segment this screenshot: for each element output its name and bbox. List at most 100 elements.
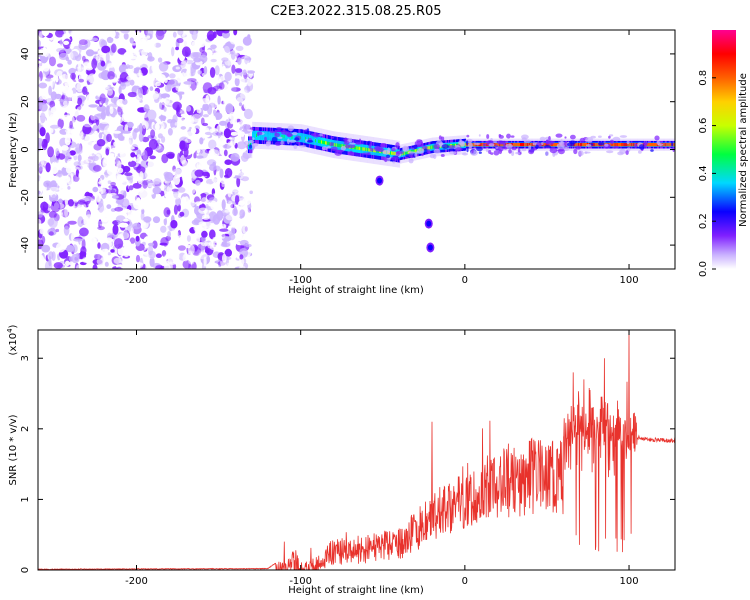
noise-speckle bbox=[200, 188, 208, 193]
noise-speckle bbox=[201, 214, 210, 220]
noise-speckle bbox=[175, 73, 184, 83]
ridge-core bbox=[575, 143, 577, 147]
noise-speckle bbox=[170, 33, 174, 39]
noise-speckle bbox=[160, 225, 167, 233]
noise-speckle bbox=[92, 46, 99, 52]
ridge-core bbox=[267, 134, 269, 138]
noise-speckle bbox=[184, 86, 193, 98]
noise-speckle bbox=[99, 56, 105, 61]
noise-speckle bbox=[63, 100, 68, 107]
ridge-core bbox=[554, 143, 556, 147]
ridge-core bbox=[256, 133, 258, 137]
spot-inner bbox=[426, 220, 432, 227]
noise-speckle bbox=[191, 41, 196, 47]
noise-speckle bbox=[231, 226, 236, 235]
spectrogram-heatmap bbox=[38, 30, 675, 269]
noise-speckle bbox=[142, 149, 148, 161]
noise-speckle bbox=[178, 218, 183, 226]
noise-speckle bbox=[192, 113, 202, 123]
ridge-core bbox=[454, 143, 456, 148]
noise-speckle bbox=[120, 30, 130, 34]
ridge-blob bbox=[502, 140, 506, 146]
noise-speckle bbox=[67, 59, 72, 65]
ridge-core bbox=[518, 143, 520, 147]
noise-speckle bbox=[215, 155, 223, 161]
noise-speckle bbox=[227, 140, 236, 147]
noise-speckle bbox=[40, 112, 46, 124]
ridge-blob bbox=[340, 145, 346, 151]
noise-speckle bbox=[224, 168, 233, 178]
noise-speckle bbox=[84, 135, 92, 143]
noise-speckle bbox=[77, 216, 84, 228]
noise-speckle bbox=[104, 261, 109, 267]
noise-speckle bbox=[50, 77, 54, 89]
noise-speckle bbox=[121, 259, 130, 266]
noise-speckle bbox=[197, 69, 203, 75]
noise-speckle bbox=[162, 115, 166, 122]
ridge-blob bbox=[327, 145, 331, 149]
noise-speckle bbox=[48, 255, 52, 267]
noise-speckle bbox=[114, 114, 121, 122]
noise-speckle bbox=[105, 223, 115, 233]
noise-speckle bbox=[100, 85, 110, 90]
noise-speckle bbox=[69, 120, 73, 129]
ridge-core bbox=[260, 133, 263, 138]
ridge-blob bbox=[545, 151, 549, 156]
ridge-core bbox=[662, 143, 665, 147]
ridge-blob bbox=[609, 139, 615, 144]
noise-speckle bbox=[98, 180, 108, 185]
noise-speckle bbox=[83, 177, 91, 184]
noise-speckle bbox=[69, 43, 75, 50]
ridge-core bbox=[574, 143, 576, 147]
snr-multiplier-exp: 4 bbox=[6, 328, 14, 333]
noise-speckle bbox=[190, 52, 199, 60]
noise-speckle bbox=[153, 178, 162, 188]
ridge-core bbox=[314, 138, 316, 143]
ridge-core bbox=[628, 143, 630, 147]
noise-speckle bbox=[125, 68, 129, 72]
ridge-blob bbox=[334, 150, 343, 156]
noise-speckle bbox=[117, 48, 127, 55]
ridge-blob bbox=[517, 147, 521, 153]
ridge-blob bbox=[488, 150, 492, 154]
noise-speckle bbox=[110, 249, 115, 253]
ridge-core bbox=[517, 143, 519, 147]
ridge-core bbox=[264, 134, 267, 138]
noise-speckle bbox=[215, 47, 226, 56]
ridge-core bbox=[578, 143, 580, 147]
ridge-core bbox=[526, 143, 529, 147]
noise-speckle bbox=[99, 93, 106, 104]
noise-speckle bbox=[55, 30, 64, 38]
noise-speckle bbox=[106, 204, 112, 210]
noise-speckle bbox=[246, 78, 253, 86]
noise-speckle bbox=[110, 181, 116, 187]
ridge-blob bbox=[252, 137, 255, 141]
noise-speckle bbox=[235, 75, 242, 79]
ridge-core bbox=[673, 143, 675, 147]
ridge-core bbox=[335, 143, 337, 147]
ridge-core bbox=[630, 143, 632, 147]
ridge-core bbox=[529, 143, 532, 147]
ridge-blob bbox=[395, 150, 404, 155]
noise-speckle bbox=[223, 42, 232, 53]
noise-speckle bbox=[177, 47, 181, 57]
ridge-blob bbox=[585, 137, 594, 143]
noise-speckle bbox=[71, 128, 76, 136]
ridge-core bbox=[530, 143, 533, 147]
noise-speckle bbox=[136, 166, 146, 174]
noise-speckle bbox=[65, 91, 74, 97]
ridge-blob bbox=[497, 146, 504, 152]
noise-speckle bbox=[130, 212, 134, 223]
ridge-core bbox=[427, 146, 429, 150]
ridge-core bbox=[336, 143, 338, 147]
ridge-core bbox=[325, 141, 327, 145]
noise-speckle bbox=[63, 163, 70, 169]
ridge-blob bbox=[321, 146, 328, 151]
noise-speckle bbox=[46, 40, 53, 46]
ridge-core bbox=[305, 136, 307, 141]
ridge-core bbox=[263, 134, 266, 138]
ridge-core bbox=[524, 143, 527, 147]
noise-speckle bbox=[184, 253, 188, 259]
noise-speckle bbox=[242, 223, 249, 235]
